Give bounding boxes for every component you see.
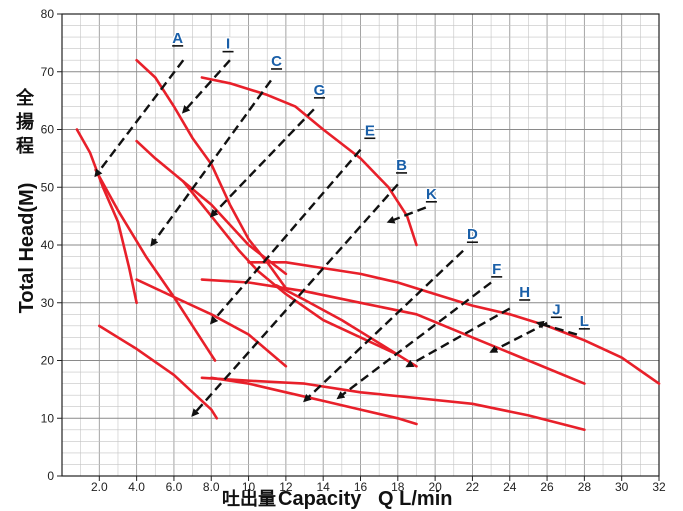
label-arrow-g bbox=[209, 108, 315, 218]
grid bbox=[62, 14, 659, 476]
x-tick-label: 28 bbox=[578, 480, 592, 494]
y-tick-label: 10 bbox=[41, 411, 55, 425]
x-tick-label: 16 bbox=[354, 480, 368, 494]
performance-curve-line bbox=[98, 324, 219, 420]
y-tick-label: 20 bbox=[41, 354, 55, 368]
x-tick-label: 6.0 bbox=[166, 480, 183, 494]
x-tick-label: 22 bbox=[466, 480, 480, 494]
label-arrow-k bbox=[386, 206, 427, 224]
label-arrow-j bbox=[489, 321, 548, 353]
x-tick-label: 26 bbox=[540, 480, 554, 494]
x-axis-title: 吐出量 Capacity Q L/min bbox=[222, 488, 452, 510]
label-arrow-i bbox=[181, 59, 231, 114]
y-tick-label: 70 bbox=[41, 65, 55, 79]
label-arrow-l bbox=[535, 320, 578, 336]
curve-labels: A I C G E B K D F H J L bbox=[171, 29, 590, 331]
curve-label-c: C bbox=[271, 53, 282, 70]
curve-label-l: L bbox=[580, 313, 589, 330]
x-tick-label: 8.0 bbox=[203, 480, 220, 494]
performance-curve-line bbox=[200, 76, 418, 247]
performance-curve-line bbox=[135, 278, 288, 368]
x-tick-label: 4.0 bbox=[128, 480, 145, 494]
label-arrow-d bbox=[303, 249, 464, 403]
x-axis-ticks: 2.0 4.0 6.0 8.0 10 12 14 16 18 20 22 24 26 28 30 32 bbox=[91, 476, 666, 494]
curve-label-k: K bbox=[426, 186, 437, 203]
y-axis-label: Total Head(M) bbox=[16, 183, 38, 314]
curve-label-f: F bbox=[492, 261, 501, 278]
performance-curve-line bbox=[135, 139, 288, 276]
performance-curves bbox=[75, 58, 661, 432]
performance-curve-line bbox=[75, 128, 138, 305]
curve-label-i: I bbox=[226, 36, 230, 53]
y-axis-label-cjk-char: 程 bbox=[16, 136, 34, 157]
curve-label-j: J bbox=[552, 301, 560, 318]
performance-curve-line bbox=[210, 376, 418, 426]
curve-label-b: B bbox=[396, 157, 407, 174]
performance-curve-line bbox=[182, 180, 400, 357]
x-tick-label: 24 bbox=[503, 480, 517, 494]
x-axis-label: Capacity Q L/min bbox=[278, 488, 452, 510]
y-tick-label: 0 bbox=[47, 469, 54, 483]
performance-curve-line bbox=[200, 376, 586, 432]
y-tick-label: 50 bbox=[41, 180, 55, 194]
label-arrow-c bbox=[150, 79, 272, 247]
x-axis-label-cjk: 吐出量 bbox=[222, 488, 276, 510]
label-arrow-a bbox=[94, 59, 185, 178]
x-tick-label: 30 bbox=[615, 480, 629, 494]
curve-label-a: A bbox=[172, 30, 183, 47]
label-arrow-h bbox=[405, 307, 511, 368]
label-arrow-f bbox=[336, 281, 492, 400]
x-tick-label: 14 bbox=[317, 480, 331, 494]
y-axis-label-cjk-char: 全 bbox=[15, 87, 35, 109]
x-tick-label: 10 bbox=[242, 480, 256, 494]
curve-label-d: D bbox=[467, 226, 478, 243]
x-tick-label: 12 bbox=[279, 480, 293, 494]
x-tick-label: 18 bbox=[391, 480, 405, 494]
performance-curve-line bbox=[247, 260, 661, 385]
y-tick-label: 30 bbox=[41, 296, 55, 310]
performance-curve-line bbox=[275, 284, 418, 368]
y-tick-label: 40 bbox=[41, 238, 55, 252]
y-axis-label-cjk-char: 揚 bbox=[16, 112, 34, 133]
curve-label-h: H bbox=[519, 284, 530, 301]
y-axis-title: Total Head(M) 全揚程 bbox=[15, 87, 38, 313]
label-arrow-e bbox=[209, 148, 362, 325]
curve-label-arrows bbox=[94, 59, 578, 417]
performance-curve-line bbox=[200, 278, 586, 385]
x-tick-label: 32 bbox=[652, 480, 666, 494]
y-axis-label-cjk: 全揚程 bbox=[15, 87, 35, 157]
curve-label-e: E bbox=[365, 122, 375, 139]
y-axis-ticks: 0 10 20 30 40 50 60 70 80 bbox=[41, 7, 62, 483]
x-tick-label: 2.0 bbox=[91, 480, 108, 494]
y-tick-label: 80 bbox=[41, 7, 55, 21]
curve-label-g: G bbox=[314, 82, 326, 99]
y-tick-label: 60 bbox=[41, 123, 55, 137]
label-arrow-b bbox=[191, 183, 399, 417]
x-tick-label: 20 bbox=[428, 480, 442, 494]
